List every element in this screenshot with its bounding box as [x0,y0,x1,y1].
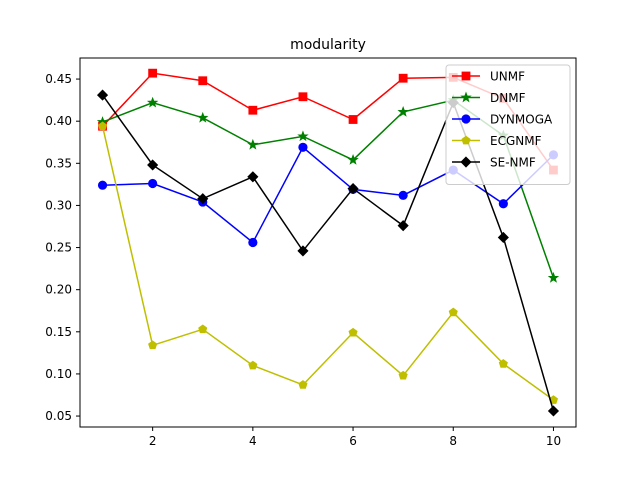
legend-label: UNMF [490,70,525,84]
legend-entry-dnmf: DNMF [452,91,526,105]
data-point-dnmf [347,153,359,165]
data-point-se-nmf [197,193,209,205]
data-point-dynmoga [248,237,258,248]
data-point-se-nmf [397,220,409,232]
data-point-se-nmf [347,183,359,195]
x-tick-label: 4 [249,434,257,448]
legend-label: DNMF [490,91,526,105]
legend-label: DYNMOGA [490,113,553,127]
data-point-unmf [248,105,258,115]
data-point-se-nmf [547,405,560,417]
data-point-unmf [148,68,158,78]
data-point-unmf [198,76,208,86]
y-tick-label: 0.35 [45,156,72,170]
legend-entry-unmf: UNMF [452,70,525,84]
data-point-ecgnmf [348,327,358,337]
legend-box [445,64,571,185]
y-tick-label: 0.25 [45,241,72,255]
x-tick-label: 2 [149,434,157,448]
data-point-dnmf [146,96,159,108]
y-tick-label: 0.45 [45,72,72,86]
x-tick-label: 10 [546,434,561,448]
legend-marker [461,71,471,81]
data-point-dnmf [247,138,259,150]
legend-entry-ecgnmf: ECGNMF [452,134,542,148]
y-tick-label: 0.05 [45,409,72,423]
data-point-ecgnmf [148,340,158,350]
data-point-dynmoga [97,180,108,190]
data-point-dynmoga [398,190,408,200]
x-tick-label: 6 [349,434,357,448]
series-line-dynmoga [102,146,554,244]
data-point-ecgnmf [198,324,208,334]
legend-label: SE-NMF [490,156,536,170]
data-point-dnmf [547,271,560,283]
legend: UNMF DNMF DYNMOGA ECGNMF SE-NMF [445,64,571,185]
y-axis: 0.05 0.10 0.15 0.20 0.25 0.30 0.35 0.40 0.45 [45,72,80,423]
legend-marker [461,114,471,124]
legend-marker [460,91,472,103]
series-ecgnmf [97,121,559,404]
data-point-unmf [398,73,408,83]
legend-label: ECGNMF [490,134,542,148]
data-point-dynmoga [298,142,308,152]
y-tick-label: 0.10 [45,367,72,381]
data-point-dnmf [397,105,409,117]
data-point-se-nmf [147,159,159,171]
y-tick-label: 0.20 [45,283,72,297]
data-point-se-nmf [96,89,109,101]
x-tick-label: 8 [449,434,457,448]
series-line-ecgnmf [101,126,554,401]
data-point-dynmoga [148,178,158,189]
data-point-ecgnmf [448,307,458,317]
data-point-ecgnmf [248,360,258,370]
data-point-unmf [348,115,358,124]
legend-entry-se-nmf: SE-NMF [452,156,536,170]
y-tick-label: 0.40 [45,114,72,128]
x-axis: 2 4 6 8 10 [149,427,561,448]
plot-frame [79,57,577,428]
data-point-dnmf [297,130,309,142]
y-tick-label: 0.15 [45,325,72,339]
data-point-se-nmf [247,171,259,183]
data-point-ecgnmf [498,359,508,368]
legend-entry-dynmoga: DYNMOGA [452,113,553,127]
data-point-dnmf [197,111,209,123]
legend-marker [461,135,471,145]
series-dynmoga [97,142,559,248]
legend-marker [460,156,472,168]
data-point-ecgnmf [398,370,408,380]
y-tick-label: 0.30 [45,198,72,212]
data-point-ecgnmf [97,121,108,131]
data-point-ecgnmf [298,380,308,389]
data-point-unmf [298,92,308,102]
data-point-se-nmf [497,231,509,244]
data-point-se-nmf [297,245,309,257]
data-point-dynmoga [498,199,508,209]
chart-title: modularity [290,37,366,53]
